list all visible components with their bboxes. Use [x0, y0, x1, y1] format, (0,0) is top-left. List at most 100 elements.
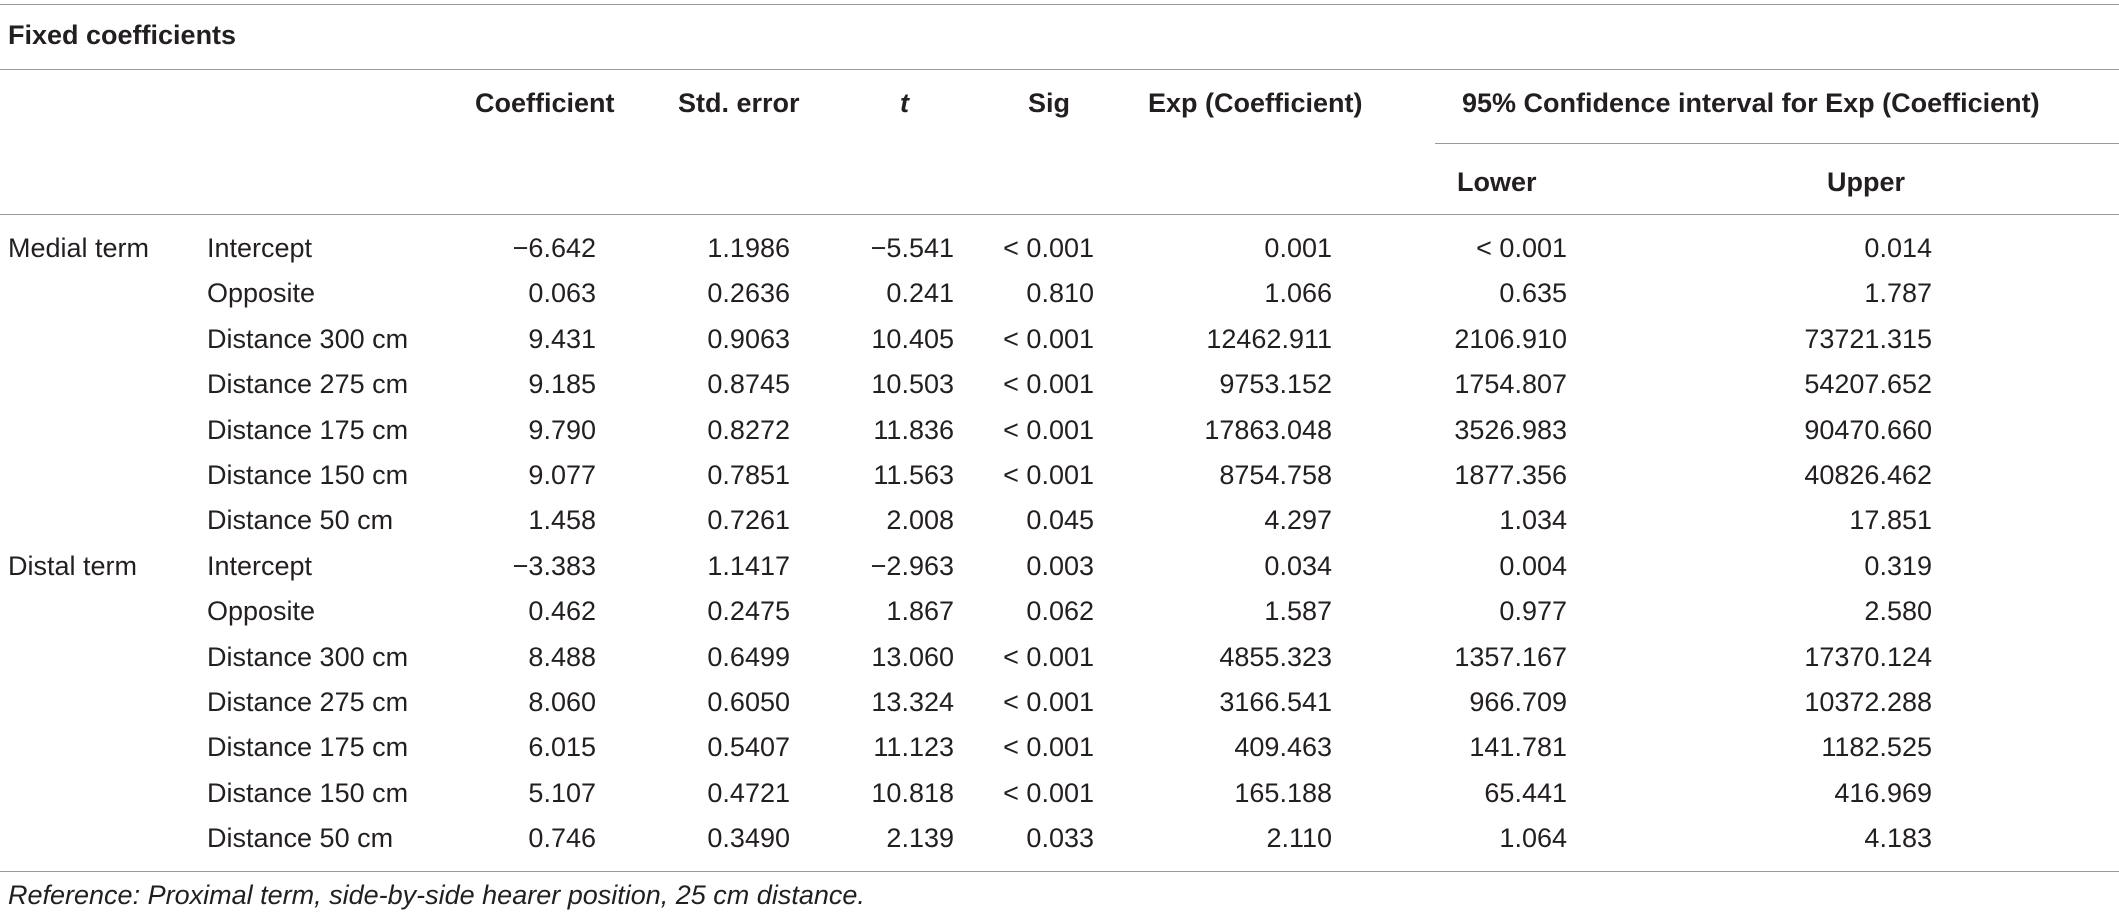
cell-lower: 3526.983 — [1454, 415, 1567, 445]
cell-lower: 0.635 — [1499, 278, 1567, 308]
header-std-error: Std. error — [678, 88, 800, 118]
cell-term: Distance 300 cm — [207, 642, 409, 672]
cell-t: 2.139 — [886, 823, 954, 853]
cell-upper: 1.787 — [1864, 278, 1932, 308]
cell-lower: 2106.910 — [1454, 324, 1567, 354]
cell-term: Intercept — [207, 233, 313, 263]
cell-upper: 4.183 — [1864, 823, 1932, 853]
cell-coefficient: 6.015 — [528, 732, 596, 762]
cell-upper: 10372.288 — [1804, 687, 1932, 717]
cell-lower: 0.977 — [1499, 596, 1567, 626]
bottom-rule — [0, 871, 2119, 872]
cell-lower: 966.709 — [1469, 687, 1567, 717]
cell-upper: 54207.652 — [1804, 369, 1932, 399]
table-caption: Fixed coefficients — [8, 20, 237, 50]
cell-lower: 65.441 — [1484, 778, 1567, 808]
cell-t: 10.503 — [871, 369, 954, 399]
cell-std-error: 0.6499 — [707, 642, 790, 672]
cell-coefficient: 5.107 — [528, 778, 596, 808]
cell-sig: 0.810 — [1026, 278, 1094, 308]
cell-lower: 1357.167 — [1454, 642, 1567, 672]
cell-group: Distal term — [8, 551, 138, 581]
cell-term: Intercept — [207, 551, 313, 581]
cell-std-error: 0.7851 — [707, 460, 790, 490]
cell-term: Distance 150 cm — [207, 778, 409, 808]
header-exp-coefficient: Exp (Coefficient) — [1148, 88, 1363, 118]
cell-t: 10.818 — [871, 778, 954, 808]
cell-t: 1.867 — [886, 596, 954, 626]
ci-rule — [1435, 143, 2119, 144]
table-footnote: Reference: Proximal term, side-by-side h… — [8, 880, 865, 910]
header-upper: Upper — [1827, 167, 1906, 197]
header-sig: Sig — [1028, 88, 1071, 118]
cell-term: Distance 50 cm — [207, 823, 394, 853]
cell-upper: 0.319 — [1864, 551, 1932, 581]
cell-term: Distance 50 cm — [207, 505, 394, 535]
cell-upper: 40826.462 — [1804, 460, 1932, 490]
cell-sig: < 0.001 — [1003, 732, 1094, 762]
cell-exp-coefficient: 9753.152 — [1219, 369, 1332, 399]
cell-term: Distance 300 cm — [207, 324, 409, 354]
cell-sig: < 0.001 — [1003, 369, 1094, 399]
cell-t: 11.836 — [873, 415, 954, 445]
cell-std-error: 0.8745 — [707, 369, 790, 399]
cell-upper: 416.969 — [1834, 778, 1932, 808]
cell-std-error: 0.3490 — [707, 823, 790, 853]
cell-coefficient: 0.746 — [528, 823, 596, 853]
cell-t: 11.123 — [873, 732, 954, 762]
cell-exp-coefficient: 17863.048 — [1204, 415, 1332, 445]
cell-term: Distance 275 cm — [207, 687, 409, 717]
cell-exp-coefficient: 4855.323 — [1219, 642, 1332, 672]
cell-t: −2.963 — [870, 551, 954, 581]
header-t: t — [900, 88, 909, 118]
cell-exp-coefficient: 1.066 — [1264, 278, 1332, 308]
cell-sig: < 0.001 — [1003, 778, 1094, 808]
cell-exp-coefficient: 165.188 — [1234, 778, 1332, 808]
cell-sig: 0.003 — [1026, 551, 1094, 581]
cell-lower: 1.064 — [1499, 823, 1567, 853]
cell-std-error: 0.2475 — [707, 596, 790, 626]
cell-coefficient: −6.642 — [512, 233, 596, 263]
cell-std-error: 0.2636 — [707, 278, 790, 308]
cell-exp-coefficient: 3166.541 — [1219, 687, 1332, 717]
cell-term: Distance 275 cm — [207, 369, 409, 399]
cell-exp-coefficient: 4.297 — [1264, 505, 1332, 535]
cell-coefficient: 9.077 — [528, 460, 596, 490]
top-rule — [0, 4, 2119, 5]
cell-std-error: 0.8272 — [707, 415, 790, 445]
cell-sig: < 0.001 — [1003, 233, 1094, 263]
cell-term: Distance 150 cm — [207, 460, 409, 490]
cell-exp-coefficient: 0.034 — [1264, 551, 1332, 581]
cell-term: Opposite — [207, 278, 316, 308]
cell-coefficient: 8.488 — [528, 642, 596, 672]
cell-coefficient: 1.458 — [528, 505, 596, 535]
cell-upper: 2.580 — [1864, 596, 1932, 626]
cell-std-error: 0.4721 — [707, 778, 790, 808]
cell-term: Distance 175 cm — [207, 415, 409, 445]
cell-std-error: 0.9063 — [707, 324, 790, 354]
cell-upper: 90470.660 — [1804, 415, 1932, 445]
cell-t: 11.563 — [873, 460, 954, 490]
cell-t: 2.008 — [886, 505, 954, 535]
cell-exp-coefficient: 2.110 — [1266, 823, 1332, 853]
cell-lower: 1.034 — [1499, 505, 1567, 535]
header-lower: Lower — [1457, 167, 1537, 197]
cell-term: Opposite — [207, 596, 316, 626]
cell-sig: 0.033 — [1026, 823, 1094, 853]
cell-coefficient: 0.063 — [528, 278, 596, 308]
cell-t: 13.060 — [871, 642, 954, 672]
cell-upper: 17370.124 — [1804, 642, 1932, 672]
cell-std-error: 1.1417 — [707, 551, 790, 581]
cell-std-error: 1.1986 — [707, 233, 790, 263]
cell-std-error: 0.5407 — [707, 732, 790, 762]
cell-lower: 1877.356 — [1454, 460, 1567, 490]
cell-exp-coefficient: 12462.911 — [1206, 324, 1332, 354]
cell-sig: < 0.001 — [1003, 642, 1094, 672]
cell-sig: 0.062 — [1026, 596, 1094, 626]
cell-upper: 73721.315 — [1804, 324, 1932, 354]
cell-std-error: 0.7261 — [707, 505, 790, 535]
cell-exp-coefficient: 0.001 — [1264, 233, 1332, 263]
cell-coefficient: −3.383 — [512, 551, 596, 581]
cell-coefficient: 9.790 — [528, 415, 596, 445]
